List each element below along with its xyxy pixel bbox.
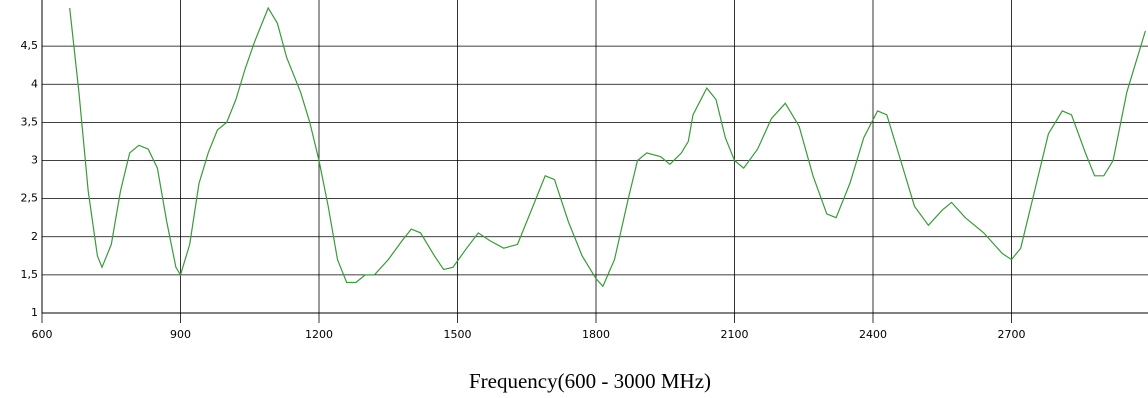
y-tick-label: 1,5	[21, 268, 39, 281]
x-tick-label: 1800	[582, 328, 610, 341]
x-axis-label: Frequency(600 - 3000 MHz)	[469, 369, 711, 393]
x-tick-label: 2100	[721, 328, 749, 341]
x-tick-label: 2700	[998, 328, 1026, 341]
y-tick-label: 1	[31, 306, 38, 319]
x-tick-label: 900	[170, 328, 191, 341]
y-tick-label: 2,5	[21, 192, 39, 205]
y-tick-label: 3	[31, 154, 38, 167]
x-tick-label: 2400	[859, 328, 887, 341]
y-tick-label: 2	[31, 230, 38, 243]
data-line	[69, 6, 1146, 288]
y-tick-label: 3,5	[21, 115, 39, 128]
x-tick-label: 1500	[444, 328, 472, 341]
x-tick-label: 600	[32, 328, 53, 341]
y-tick-label: 4,5	[21, 39, 39, 52]
y-tick-label: 4	[31, 77, 38, 90]
x-tick-label: 1200	[305, 328, 333, 341]
